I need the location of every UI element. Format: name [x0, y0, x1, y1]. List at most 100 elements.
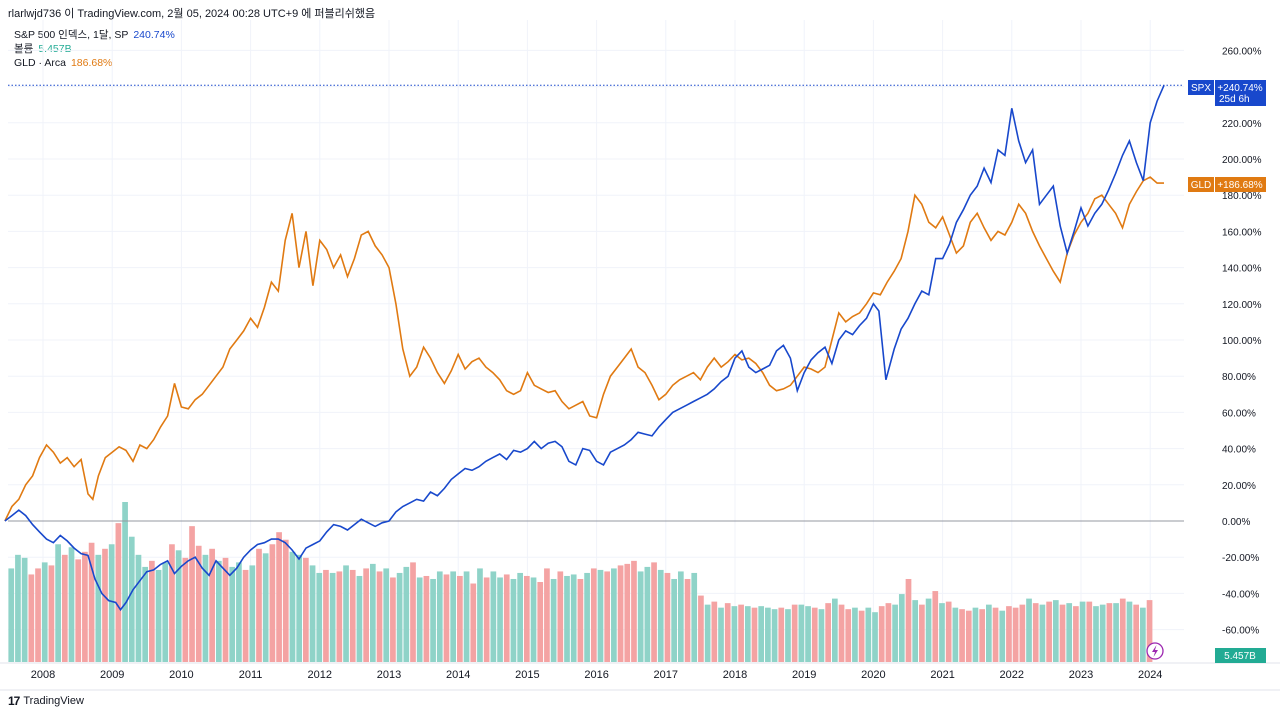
volume-bar — [276, 532, 282, 662]
volume-bar — [423, 575, 430, 662]
gld-ticker-badge: GLD — [1191, 180, 1212, 191]
lightning-icon[interactable] — [1146, 642, 1164, 660]
x-tick-label: 2019 — [792, 669, 816, 681]
volume-bar — [570, 574, 577, 662]
volume-bar — [677, 571, 684, 662]
volume-bar — [892, 604, 898, 662]
volume-bar — [1066, 603, 1073, 662]
volume-bar — [1106, 603, 1113, 662]
volume-bar — [704, 604, 711, 662]
volume-bar — [523, 575, 530, 662]
volume-bar — [530, 577, 537, 662]
volume-bar — [430, 578, 436, 662]
volume-bar — [1052, 600, 1059, 662]
volume-bar — [162, 562, 169, 662]
y-tick-label: 220.00% — [1222, 119, 1262, 130]
volume-bar — [778, 607, 785, 662]
volume-bar — [671, 578, 677, 662]
legend-spx-value: 240.74% — [133, 29, 175, 41]
volume-bar — [296, 554, 303, 662]
volume-bar — [416, 577, 423, 662]
volume-value-badge-text: 5.457B — [1224, 651, 1256, 662]
volume-bar — [209, 548, 215, 662]
volume-bar — [28, 574, 35, 662]
volume-bar — [490, 571, 497, 662]
volume-bar — [309, 565, 316, 662]
legend-gld[interactable]: GLD · Arca 186.68% — [14, 56, 175, 70]
volume-bar — [195, 545, 202, 662]
volume-bar — [1133, 604, 1140, 662]
volume-bar — [396, 572, 403, 662]
legend-volume[interactable]: 볼륨 5.457B — [14, 42, 175, 56]
x-tick-label: 2022 — [1000, 669, 1024, 681]
x-tick-label: 2014 — [446, 669, 470, 681]
spx-price-badge[interactable]: SPX +240.74% 25d 6h — [1188, 80, 1266, 106]
y-tick-label: 0.00% — [1222, 517, 1250, 528]
volume-bar — [1026, 598, 1032, 662]
x-tick-label: 2020 — [861, 669, 885, 681]
y-tick-label: -40.00% — [1222, 589, 1259, 600]
volume-bar — [128, 536, 135, 662]
volume-bar — [537, 582, 544, 662]
volume-bar — [517, 572, 523, 662]
y-tick-label: 100.00% — [1222, 336, 1262, 347]
volume-bar — [189, 526, 195, 662]
volume-bar — [175, 550, 182, 662]
volume-bar — [912, 600, 919, 662]
volume-bar — [925, 598, 932, 662]
volume-bar — [858, 610, 865, 662]
x-tick-label: 2016 — [584, 669, 608, 681]
x-tick-label: 2021 — [930, 669, 954, 681]
volume-bar — [35, 568, 41, 662]
volume-bar — [182, 557, 189, 662]
tradingview-logo[interactable]: 17 TradingView — [8, 694, 84, 708]
volume-bar — [818, 609, 825, 662]
volume-bar — [838, 604, 845, 662]
x-tick-label: 2012 — [308, 669, 332, 681]
volume-bar — [336, 571, 343, 662]
volume-bar — [169, 544, 175, 662]
y-tick-label: 260.00% — [1222, 46, 1262, 57]
gld-price-badge[interactable]: GLD +186.68% — [1188, 177, 1266, 192]
volume-bar — [55, 544, 61, 662]
volume-bar — [383, 568, 390, 662]
volume-bar — [852, 607, 858, 662]
y-tick-label: 60.00% — [1222, 408, 1256, 419]
volume-bar — [979, 609, 986, 662]
y-tick-label: -20.00% — [1222, 553, 1259, 564]
volume-bar — [8, 568, 15, 662]
volume-value-badge-bg — [1215, 648, 1266, 663]
volume-bar — [939, 603, 945, 662]
volume-bar — [155, 569, 162, 662]
y-tick-label: 180.00% — [1222, 191, 1262, 202]
volume-bar — [356, 575, 363, 662]
volume-bar — [1093, 606, 1099, 662]
volume-bar — [577, 578, 584, 662]
volume-bar — [965, 610, 972, 662]
volume-bar — [791, 604, 798, 662]
spx-ticker-badge-bg — [1188, 80, 1214, 95]
volume-bar — [483, 577, 490, 662]
x-tick-label: 2009 — [100, 669, 124, 681]
volume-bar — [932, 591, 939, 662]
volume-bar — [503, 574, 510, 662]
volume-value-badge[interactable]: 5.457B — [1215, 648, 1266, 663]
volume-bar — [82, 551, 88, 662]
volume-bar — [711, 601, 718, 662]
volume-bar — [1119, 598, 1126, 662]
volume-bar — [1099, 604, 1106, 662]
volume-bar — [691, 572, 698, 662]
volume-bar — [142, 566, 149, 662]
volume-bar — [637, 571, 644, 662]
volume-bar — [1059, 604, 1066, 662]
series-line-gld — [4, 176, 1164, 522]
gld-ticker-badge-bg — [1188, 177, 1214, 192]
volume-bar — [497, 577, 503, 662]
volume-bar — [872, 612, 878, 662]
volume-bar — [262, 553, 269, 662]
volume-bar — [1019, 604, 1026, 662]
volume-bar — [135, 554, 142, 662]
volume-bar — [88, 542, 95, 662]
volume-bar — [771, 609, 778, 662]
